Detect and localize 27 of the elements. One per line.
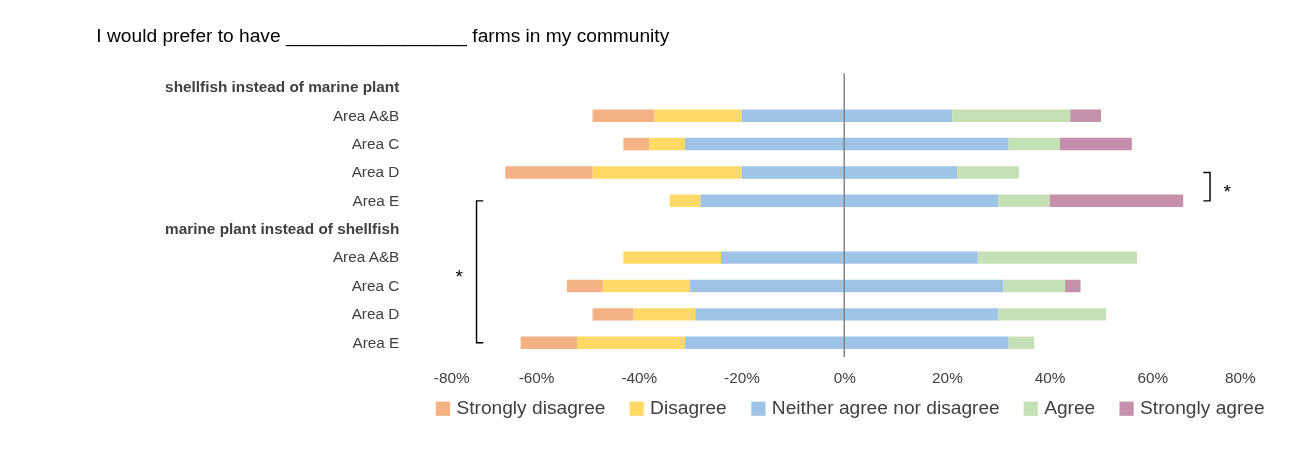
legend-label: Agree	[1044, 397, 1096, 419]
x-tick-label: -60%	[518, 369, 555, 387]
x-tick-label: 40%	[1034, 369, 1066, 387]
legend-label: Strongly agree	[1140, 397, 1265, 419]
x-tick-label: 60%	[1137, 369, 1169, 387]
x-tick-label: 0%	[833, 369, 857, 387]
y-tick-label: shellfish instead of marine plant	[165, 78, 400, 96]
y-tick-label: Area C	[351, 134, 400, 152]
x-tick-label: 20%	[932, 369, 964, 387]
x-tick-label: -80%	[433, 369, 471, 387]
y-tick-label: Area C	[351, 276, 400, 294]
x-tick-label: -40%	[621, 369, 658, 387]
y-tick-label: Area D	[351, 163, 400, 181]
y-tick-label: Area E	[352, 333, 400, 351]
legend-label: Disagree	[650, 397, 727, 419]
y-tick-label: Area A&B	[332, 106, 400, 124]
annotation: *	[455, 266, 464, 288]
y-tick-label: Area E	[352, 191, 400, 209]
annotation: *	[1223, 181, 1232, 203]
legend-label: Neither agree nor disagree	[771, 397, 1000, 419]
y-tick-label: Area A&B	[332, 248, 400, 266]
chart-title: I would prefer to have _________________ farms in my community	[96, 24, 670, 47]
x-tick-label: 80%	[1224, 369, 1256, 387]
legend-label: Strongly disagree	[456, 397, 606, 419]
x-tick-label: -20%	[724, 369, 761, 387]
y-tick-label: Area D	[351, 305, 400, 323]
y-tick-label: marine plant instead of shellfish	[165, 220, 400, 238]
